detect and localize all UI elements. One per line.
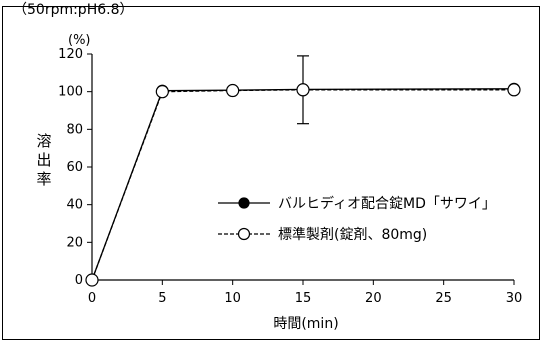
chart-frame: （50rpm:pH6.8） <box>2 2 540 340</box>
test-condition-text: （50rpm:pH6.8） <box>13 2 134 18</box>
legend-label-2: 標準製剤(錠剤、80mg) <box>278 227 427 243</box>
data-point-series-2 <box>85 273 99 287</box>
y-tick-label: 120 <box>58 47 83 62</box>
data-point-series-2 <box>155 85 169 99</box>
legend-marker-2 <box>237 227 251 241</box>
y-tick-label: 40 <box>66 198 83 213</box>
x-axis-label: 時間(min) <box>273 316 338 332</box>
x-tick-label: 20 <box>365 291 382 306</box>
x-tick-label: 25 <box>435 291 452 306</box>
data-point-series-2 <box>507 83 521 97</box>
x-tick-label: 30 <box>506 291 523 306</box>
legend-marker-1 <box>238 197 250 209</box>
y-tick-label: 100 <box>58 85 83 100</box>
y-tick-label: 60 <box>66 160 83 175</box>
y-axis-label: 溶出率 <box>36 132 51 188</box>
legend-label-1: バルヒディオ配合錠MD「サワイ」 <box>278 195 496 212</box>
x-tick-label: 10 <box>224 291 241 306</box>
x-tick-label: 5 <box>158 291 166 306</box>
y-tick-label: 0 <box>75 273 83 288</box>
data-point-series-2 <box>226 83 240 98</box>
y-tick-label: 80 <box>66 122 83 137</box>
x-tick-label: 0 <box>88 291 96 306</box>
y-tick-label: 20 <box>66 235 83 250</box>
x-tick-label: 15 <box>295 291 312 306</box>
data-point-series-2 <box>296 83 310 97</box>
y-unit-label: (%) <box>68 33 91 48</box>
